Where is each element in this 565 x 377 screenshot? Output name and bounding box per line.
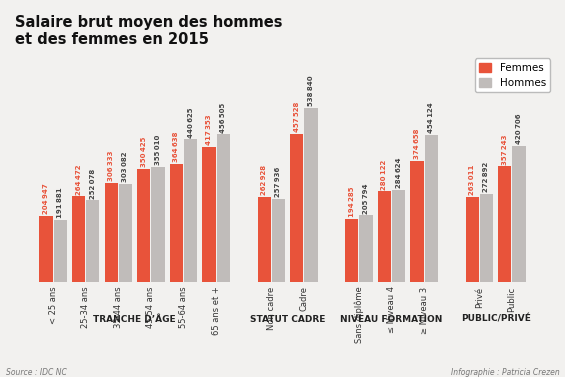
Text: 350 425: 350 425	[141, 136, 147, 167]
Text: TRANCHE D’ÂGE: TRANCHE D’ÂGE	[93, 315, 176, 324]
Bar	[425, 135, 438, 282]
Text: 262 928: 262 928	[261, 165, 267, 195]
Bar	[137, 169, 150, 282]
Bar	[512, 146, 525, 282]
Text: 456 505: 456 505	[220, 103, 227, 133]
Bar	[40, 216, 53, 282]
Bar	[258, 197, 271, 282]
Text: 374 658: 374 658	[414, 129, 420, 159]
Text: 538 840: 538 840	[308, 75, 314, 106]
Bar	[272, 199, 285, 282]
Bar	[217, 134, 230, 282]
Text: PUBLIC/PRIVÉ: PUBLIC/PRIVÉ	[460, 315, 531, 324]
Bar	[170, 164, 183, 282]
Text: 303 082: 303 082	[123, 152, 128, 182]
Text: 280 122: 280 122	[381, 159, 388, 190]
Text: 440 625: 440 625	[188, 107, 194, 138]
Text: 284 624: 284 624	[396, 158, 402, 188]
Bar	[392, 190, 405, 282]
Text: Salaire brut moyen des hommes
et des femmes en 2015: Salaire brut moyen des hommes et des fem…	[15, 15, 282, 48]
Text: STATUT CADRE: STATUT CADRE	[250, 315, 325, 324]
Text: 194 285: 194 285	[349, 187, 355, 218]
Text: 263 011: 263 011	[469, 165, 475, 195]
Text: NIVEAU FORMATION: NIVEAU FORMATION	[341, 315, 443, 324]
Text: 355 010: 355 010	[155, 135, 161, 166]
Text: 204 947: 204 947	[43, 183, 49, 214]
Text: 357 243: 357 243	[502, 134, 508, 165]
Text: 457 528: 457 528	[294, 102, 300, 132]
Bar	[480, 194, 493, 282]
Text: 257 936: 257 936	[275, 167, 281, 197]
Text: 252 078: 252 078	[90, 169, 96, 199]
Text: 364 638: 364 638	[173, 132, 180, 162]
Text: 205 794: 205 794	[363, 183, 369, 214]
Text: 264 472: 264 472	[76, 164, 81, 195]
Text: Source : IDC NC: Source : IDC NC	[6, 368, 67, 377]
Bar	[378, 192, 391, 282]
Bar	[305, 108, 318, 282]
Bar	[410, 161, 424, 282]
Bar	[151, 167, 165, 282]
Bar	[54, 220, 67, 282]
Bar	[119, 184, 132, 282]
Text: 306 333: 306 333	[108, 151, 114, 181]
Bar	[498, 166, 511, 282]
Bar	[290, 134, 303, 282]
Text: Infographie : Patricia Crezen: Infographie : Patricia Crezen	[451, 368, 559, 377]
Text: 454 124: 454 124	[428, 103, 434, 133]
Bar	[86, 201, 99, 282]
Bar	[105, 183, 118, 282]
Text: 417 353: 417 353	[206, 115, 212, 145]
Bar	[202, 147, 216, 282]
Text: 191 881: 191 881	[57, 187, 63, 218]
Bar	[345, 219, 358, 282]
Text: 420 706: 420 706	[516, 114, 522, 144]
Bar	[359, 215, 373, 282]
Bar	[72, 196, 85, 282]
Text: 272 892: 272 892	[484, 162, 489, 192]
Legend: Femmes, Hommes: Femmes, Hommes	[475, 58, 550, 92]
Bar	[184, 139, 197, 282]
Bar	[466, 197, 479, 282]
